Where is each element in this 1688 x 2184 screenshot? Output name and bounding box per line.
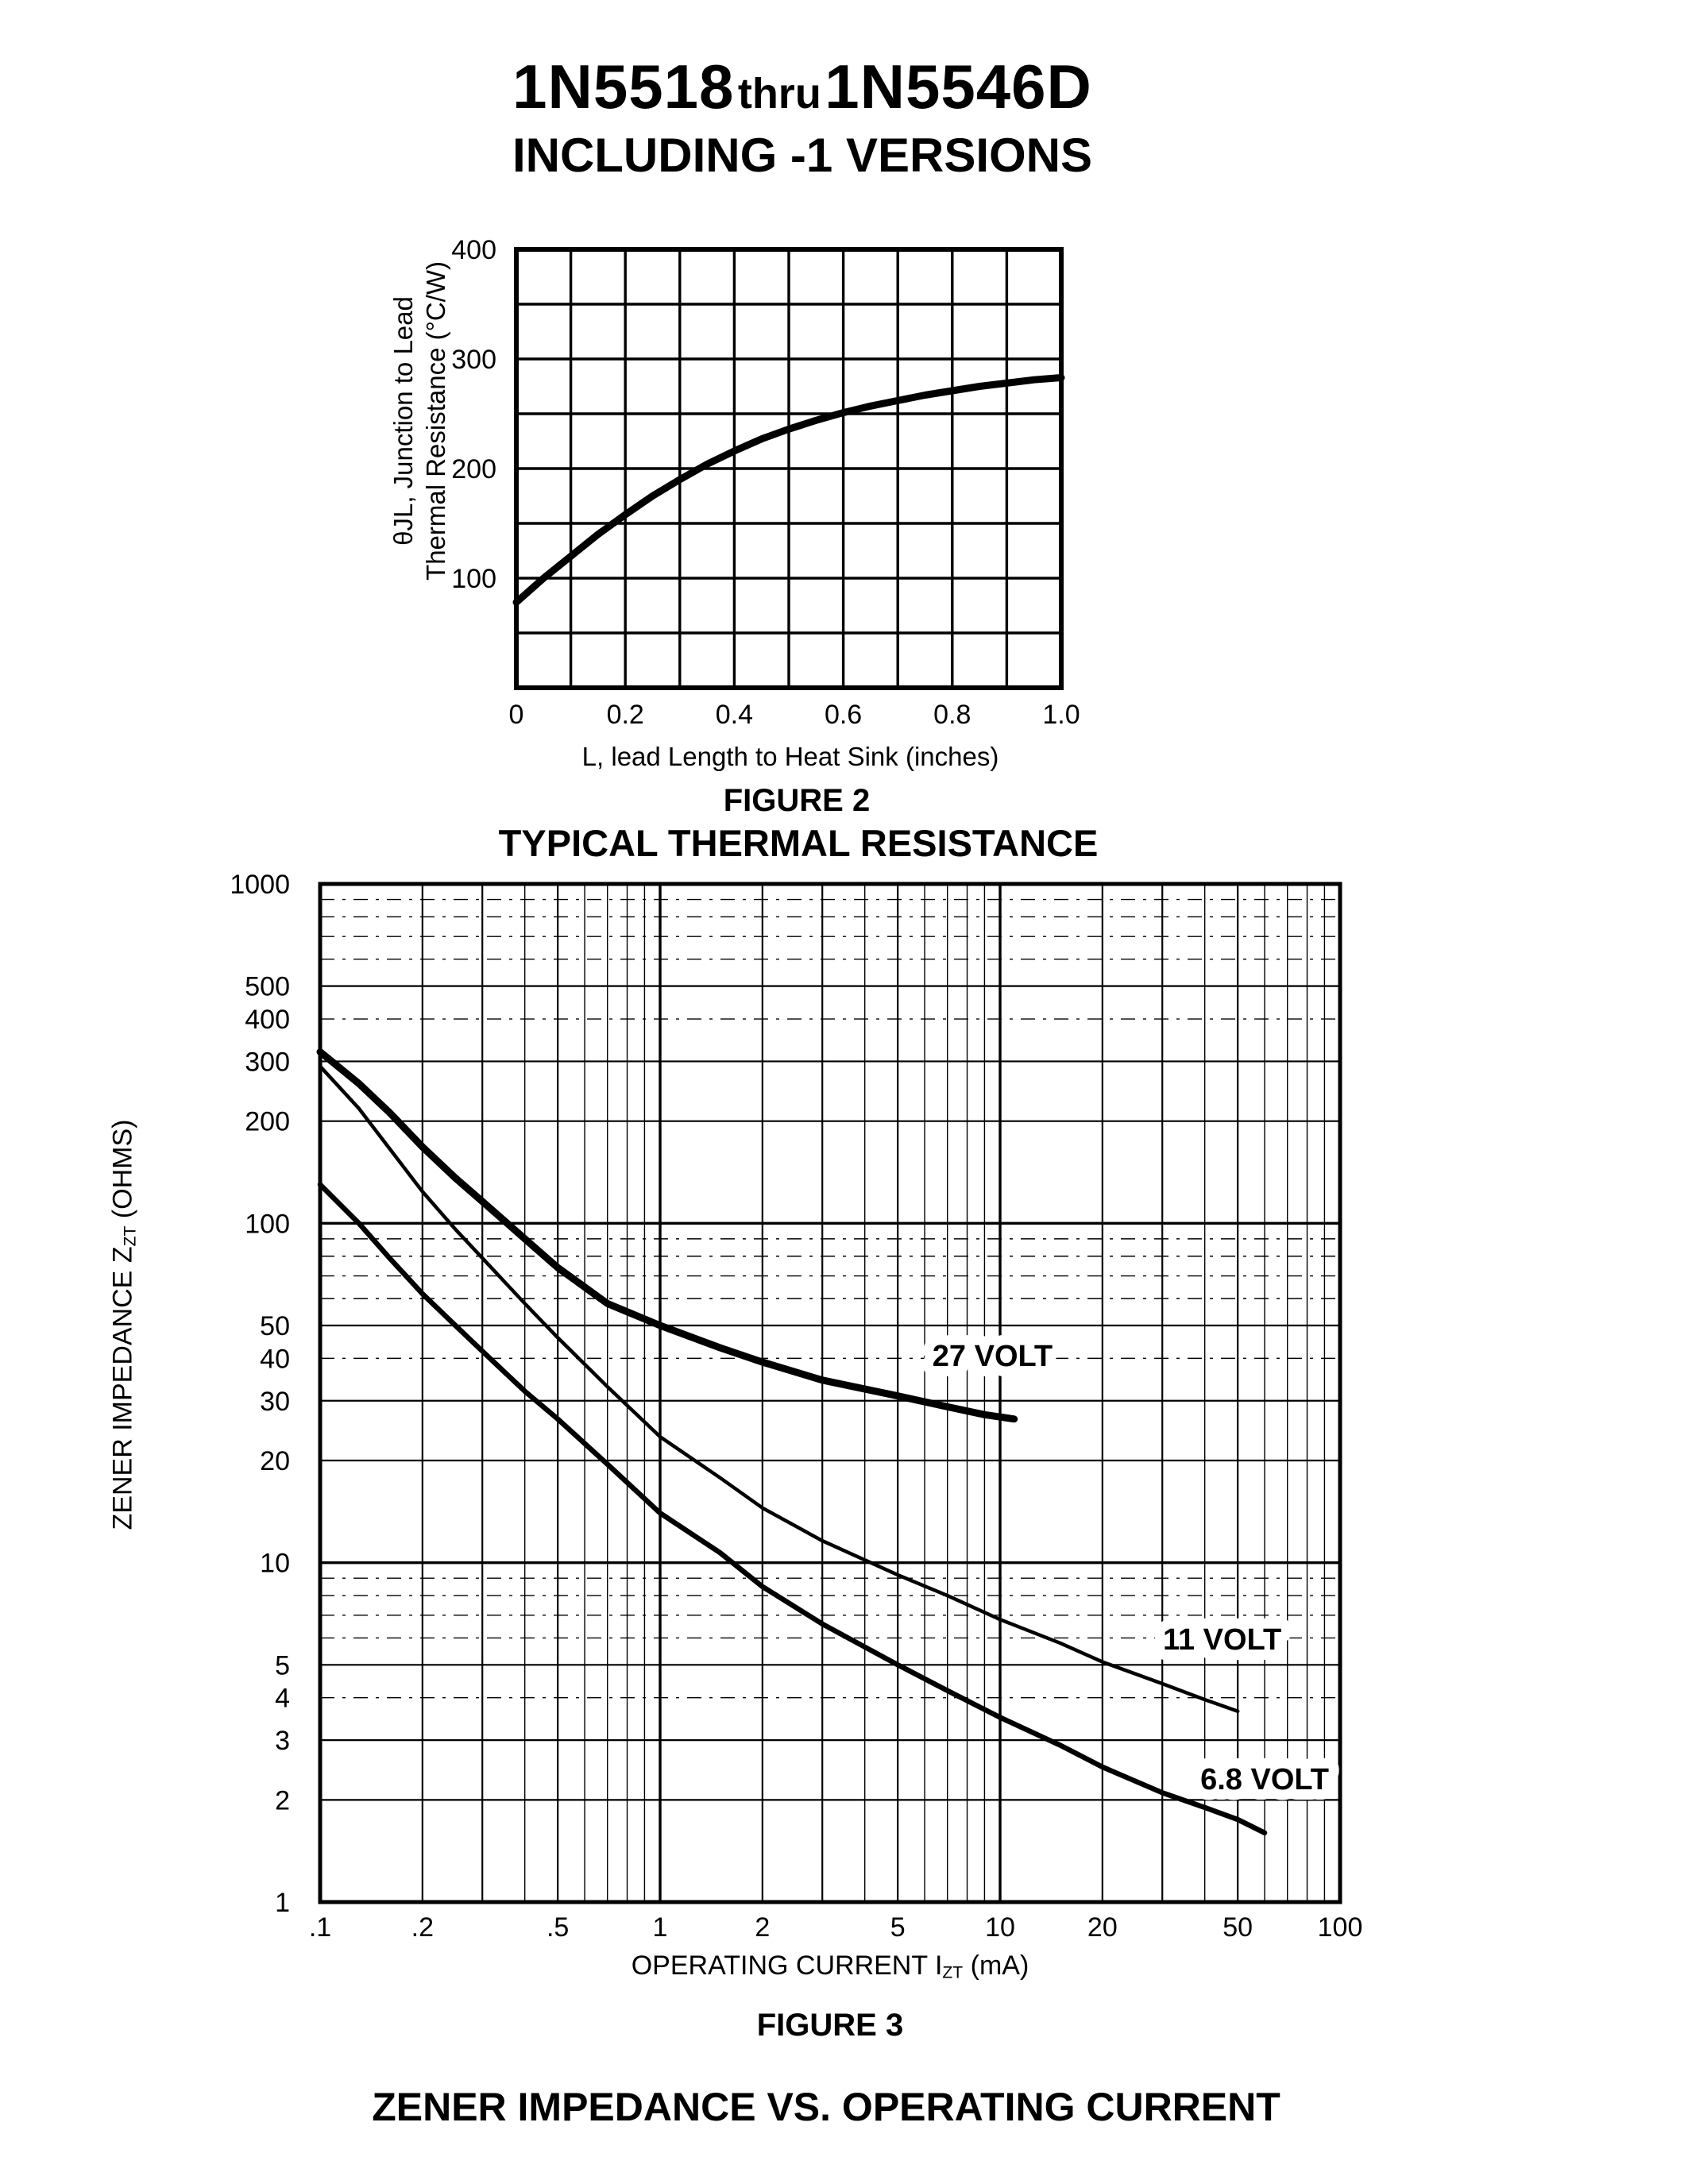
fig2-x-tick-label: 0.6 xyxy=(825,700,862,730)
fig3-x-tick-label: 20 xyxy=(1087,1912,1118,1943)
fig2-title: TYPICAL THERMAL RESISTANCE xyxy=(498,822,1099,864)
fig3-curve-label: 11 VOLT xyxy=(1163,1623,1281,1657)
fig3-x-tick-label: 10 xyxy=(985,1912,1015,1943)
fig3-plot-border xyxy=(318,882,1342,1904)
page-title-part1: 1N5518 xyxy=(512,52,735,122)
fig3-y-tick-label: 10 xyxy=(260,1549,290,1579)
fig3-x-axis-title: OPERATING CURRENT IZT (mA) xyxy=(433,1951,1227,1983)
fig3-x-axis-title-main: OPERATING CURRENT I xyxy=(631,1951,943,1981)
fig2-grid xyxy=(515,248,1063,689)
fig3-x-tick-label: 100 xyxy=(1318,1912,1363,1943)
fig3-x-tick-label: .1 xyxy=(309,1912,331,1943)
page-title-thru: thru xyxy=(737,70,821,118)
fig3-y-tick-label: 4 xyxy=(275,1684,290,1714)
fig3-x-axis-title-suffix: (mA) xyxy=(963,1951,1029,1981)
figure2-chart: 100 200 300 400 0 0.2 0.4 0.6 0.8 1.0 xyxy=(451,235,1080,730)
fig2-y-tick-label: 100 xyxy=(451,564,496,594)
fig3-y-tick-label: 5 xyxy=(275,1650,290,1680)
fig3-y-tick-label: 2 xyxy=(275,1785,290,1815)
fig3-figure-label: FIGURE 3 xyxy=(756,2008,904,2043)
fig3-curve-27-volt xyxy=(316,1048,1018,1423)
fig3-title: ZENER IMPEDANCE VS. OPERATING CURRENT xyxy=(372,2085,1280,2129)
fig2-x-tick-label: 0 xyxy=(509,700,524,730)
fig3-y-tick-label: 50 xyxy=(260,1311,290,1341)
fig3-curve-label: 6.8 VOLT xyxy=(1200,1763,1329,1796)
fig3-x-axis-title-sub: ZT xyxy=(942,1963,964,1982)
fig2-x-tick-label: 1.0 xyxy=(1042,700,1080,730)
fig2-x-axis-title: L, lead Length to Heat Sink (inches) xyxy=(581,742,999,771)
fig3-x-tick-label: .5 xyxy=(547,1912,569,1943)
fig3-y-tick-label: 1000 xyxy=(230,870,290,900)
fig3-y-tick-label: 100 xyxy=(245,1209,290,1239)
fig3-y-tick-label: 30 xyxy=(260,1387,290,1417)
page-title-part2: 1N5546D xyxy=(825,52,1092,122)
fig3-y-tick-label: 40 xyxy=(260,1344,290,1374)
fig2-y-tick-label: 300 xyxy=(451,345,496,375)
fig2-curve xyxy=(512,374,1065,606)
fig3-y-tick-label: 1 xyxy=(275,1888,290,1918)
fig3-y-tick-label: 300 xyxy=(245,1047,290,1077)
fig2-y-tick-label: 400 xyxy=(451,235,496,265)
fig2-plot-border xyxy=(514,247,1064,690)
fig3-curve-6.8-volt xyxy=(317,1182,1268,1836)
fig2-x-tick-label: 0.4 xyxy=(716,700,753,730)
fig3-y-tick-label: 20 xyxy=(260,1446,290,1476)
fig3-curve-label: 27 VOLT xyxy=(933,1340,1053,1373)
fig3-y-tick-label: 400 xyxy=(245,1005,290,1035)
page-title: 1N5518 thru 1N5546D xyxy=(0,56,1605,118)
fig2-x-tick-label: 0.2 xyxy=(607,700,644,730)
fig2-x-tick-label: 0.8 xyxy=(933,700,971,730)
fig3-y-tick-label: 500 xyxy=(245,972,290,1002)
fig3-x-tick-label: .2 xyxy=(411,1912,434,1943)
fig3-x-tick-label: 1 xyxy=(653,1912,668,1943)
page-subtitle: INCLUDING -1 VERSIONS xyxy=(512,129,1093,182)
fig3-x-tick-label: 50 xyxy=(1223,1912,1253,1943)
fig3-curve-11-volt xyxy=(318,1064,1240,1713)
fig3-x-tick-label: 5 xyxy=(890,1912,906,1943)
fig2-y-tick-label: 200 xyxy=(451,454,496,484)
fig3-y-tick-label: 3 xyxy=(275,1726,290,1756)
fig2-figure-label: FIGURE 2 xyxy=(723,783,871,818)
fig3-y-tick-label: 200 xyxy=(245,1107,290,1137)
fig3-x-tick-label: 2 xyxy=(755,1912,770,1943)
fig3-grid xyxy=(319,882,1342,1904)
